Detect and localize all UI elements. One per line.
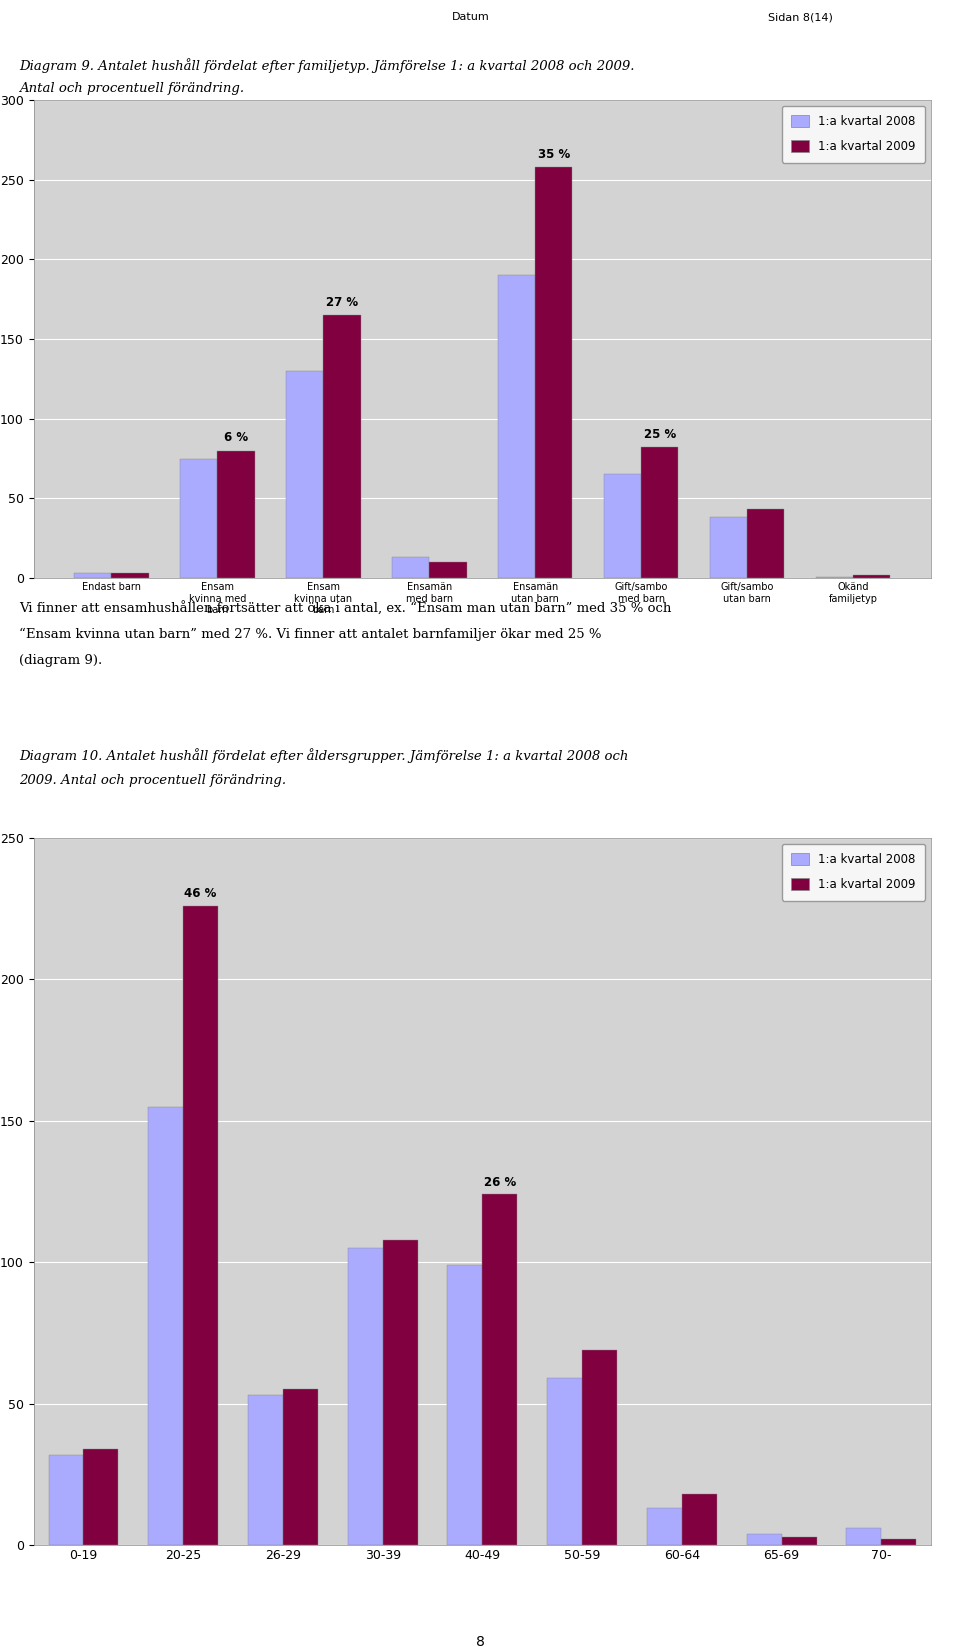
- Text: 26 %: 26 %: [484, 1176, 516, 1189]
- Bar: [747, 1533, 781, 1545]
- Bar: [84, 1449, 118, 1545]
- Bar: [429, 562, 467, 578]
- Legend: 1:a kvartal 2008, 1:a kvartal 2009: 1:a kvartal 2008, 1:a kvartal 2009: [781, 105, 925, 163]
- Text: “Ensam kvinna utan barn” med 27 %. Vi finner att antalet barnfamiljer ökar med 2: “Ensam kvinna utan barn” med 27 %. Vi fi…: [19, 628, 602, 641]
- Bar: [383, 1240, 418, 1545]
- Bar: [324, 315, 361, 578]
- Bar: [547, 1379, 582, 1545]
- Bar: [180, 458, 218, 578]
- Text: 35 %: 35 %: [538, 148, 570, 160]
- Bar: [447, 1265, 482, 1545]
- Bar: [348, 1248, 383, 1545]
- Bar: [582, 1351, 617, 1545]
- Legend: 1:a kvartal 2008, 1:a kvartal 2009: 1:a kvartal 2008, 1:a kvartal 2009: [781, 843, 925, 901]
- Text: 2009. Antal och procentuell förändring.: 2009. Antal och procentuell förändring.: [19, 774, 286, 787]
- Bar: [604, 474, 641, 578]
- Text: 6 %: 6 %: [224, 432, 248, 445]
- Text: 25 %: 25 %: [644, 428, 676, 441]
- Bar: [49, 1454, 84, 1545]
- Bar: [75, 573, 111, 578]
- Bar: [498, 275, 536, 578]
- Text: 8: 8: [475, 1635, 485, 1647]
- Text: 46 %: 46 %: [184, 888, 217, 901]
- Text: Datum: Datum: [451, 12, 490, 21]
- Bar: [853, 575, 891, 578]
- Text: Diagram 9. Antalet hushåll fördelat efter familjetyp. Jämförelse 1: a kvartal 20: Diagram 9. Antalet hushåll fördelat efte…: [19, 58, 635, 72]
- Bar: [393, 557, 429, 578]
- Bar: [218, 451, 254, 578]
- Bar: [183, 906, 218, 1545]
- Text: Diagram 10. Antalet hushåll fördelat efter åldersgrupper. Jämförelse 1: a kvarta: Diagram 10. Antalet hushåll fördelat eft…: [19, 748, 629, 763]
- Bar: [283, 1390, 318, 1545]
- Bar: [682, 1494, 717, 1545]
- Text: Vi finner att ensamhushållen fortsätter att öka i antal, ex. “Ensam man utan bar: Vi finner att ensamhushållen fortsätter …: [19, 603, 672, 616]
- Text: 27 %: 27 %: [326, 296, 358, 308]
- Bar: [847, 1528, 881, 1545]
- Text: (diagram 9).: (diagram 9).: [19, 654, 103, 667]
- Bar: [747, 509, 784, 578]
- Text: Sidan 8(14): Sidan 8(14): [768, 12, 833, 21]
- Bar: [710, 517, 747, 578]
- Text: Antal och procentuell förändring.: Antal och procentuell förändring.: [19, 82, 245, 96]
- Bar: [781, 1537, 817, 1545]
- Bar: [641, 448, 679, 578]
- Bar: [647, 1509, 682, 1545]
- Bar: [536, 166, 572, 578]
- Bar: [248, 1395, 283, 1545]
- Bar: [881, 1540, 916, 1545]
- Bar: [148, 1107, 183, 1545]
- Bar: [286, 371, 324, 578]
- Bar: [111, 573, 149, 578]
- Bar: [482, 1194, 517, 1545]
